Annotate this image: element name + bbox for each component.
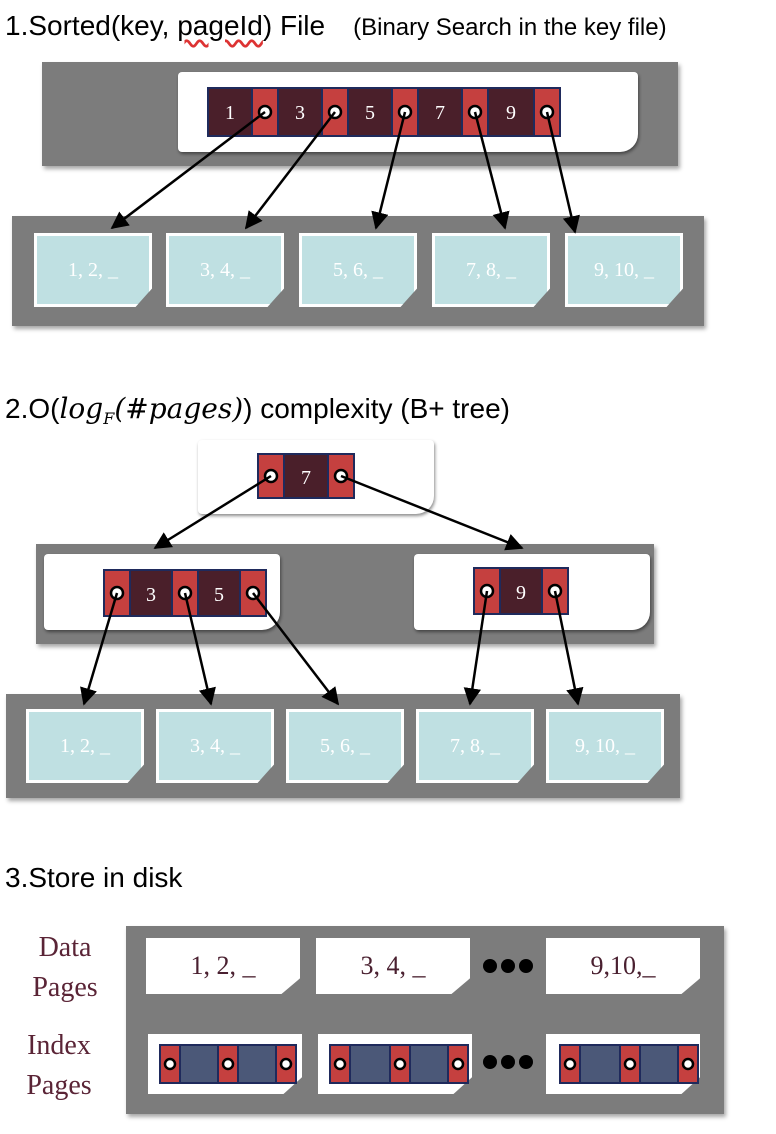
s2-root-page (198, 440, 434, 514)
s1-leaf-page: 5, 6, _ (299, 233, 417, 307)
s1-leaf-page: 9, 10, _ (565, 233, 683, 307)
s1-leaf-page: 7, 8, _ (432, 233, 550, 307)
s2-leaf-page: 1, 2, _ (26, 709, 144, 783)
data-pages-label: Data Pages (32, 932, 98, 1003)
disk-data-page: 9,10,_ (546, 938, 700, 994)
disk-index-page (546, 1034, 700, 1094)
s1-index-page (178, 72, 638, 152)
s2-leaf-page: 7, 8, _ (416, 709, 534, 783)
section1-note: (Binary Search in the key file) (353, 14, 667, 41)
s1-leaf-page: 1, 2, _ (34, 233, 152, 307)
s2-leaf-page: 5, 6, _ (286, 709, 404, 783)
section1-title-pageid: pageId (177, 10, 263, 41)
disk-index-page (148, 1034, 302, 1094)
disk-data-page: 1, 2, _ (146, 938, 300, 994)
s2-internal-right-page (414, 554, 650, 630)
s2-internal-left-page (44, 554, 280, 630)
s1-leaf-page: 3, 4, _ (166, 233, 284, 307)
index-pages-label: Index Pages (26, 1030, 92, 1101)
section2-title: 2.O(logF(#pages)) complexity (B+ tree) (5, 392, 510, 428)
s2-leaf-page: 9, 10, _ (546, 709, 664, 783)
s2-leaf-page: 3, 4, _ (156, 709, 274, 783)
section3-title: 3.Store in disk (5, 862, 183, 893)
disk-data-page: 3, 4, _ (316, 938, 470, 994)
section1-title: 1.Sorted(key, pageId) File (Binary Search… (5, 10, 667, 41)
disk-index-page (318, 1034, 472, 1094)
